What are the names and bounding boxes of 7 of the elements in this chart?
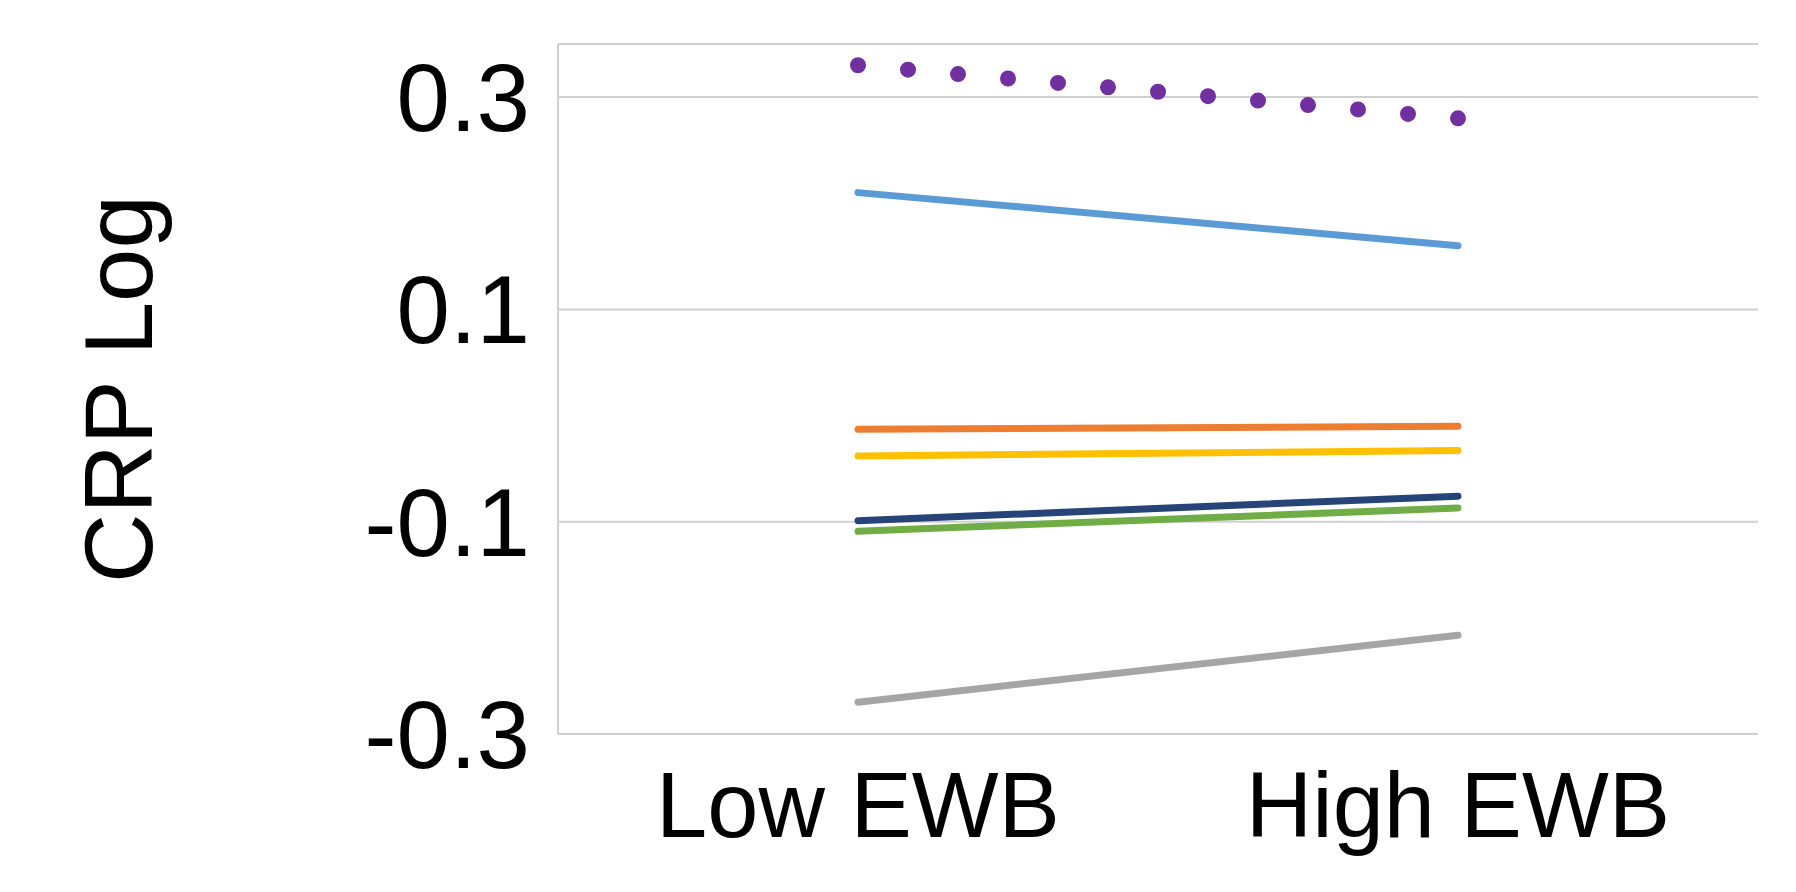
y-tick-label: 0.1 <box>396 256 530 364</box>
y-tick-label: -0.1 <box>364 468 530 576</box>
y-axis-title: CRP Log <box>65 195 173 583</box>
x-tick-label: High EWB <box>1245 754 1671 857</box>
y-tick-label: 0.3 <box>396 44 530 152</box>
y-tick-label: -0.3 <box>364 681 530 789</box>
x-tick-label: Low EWB <box>656 754 1060 857</box>
